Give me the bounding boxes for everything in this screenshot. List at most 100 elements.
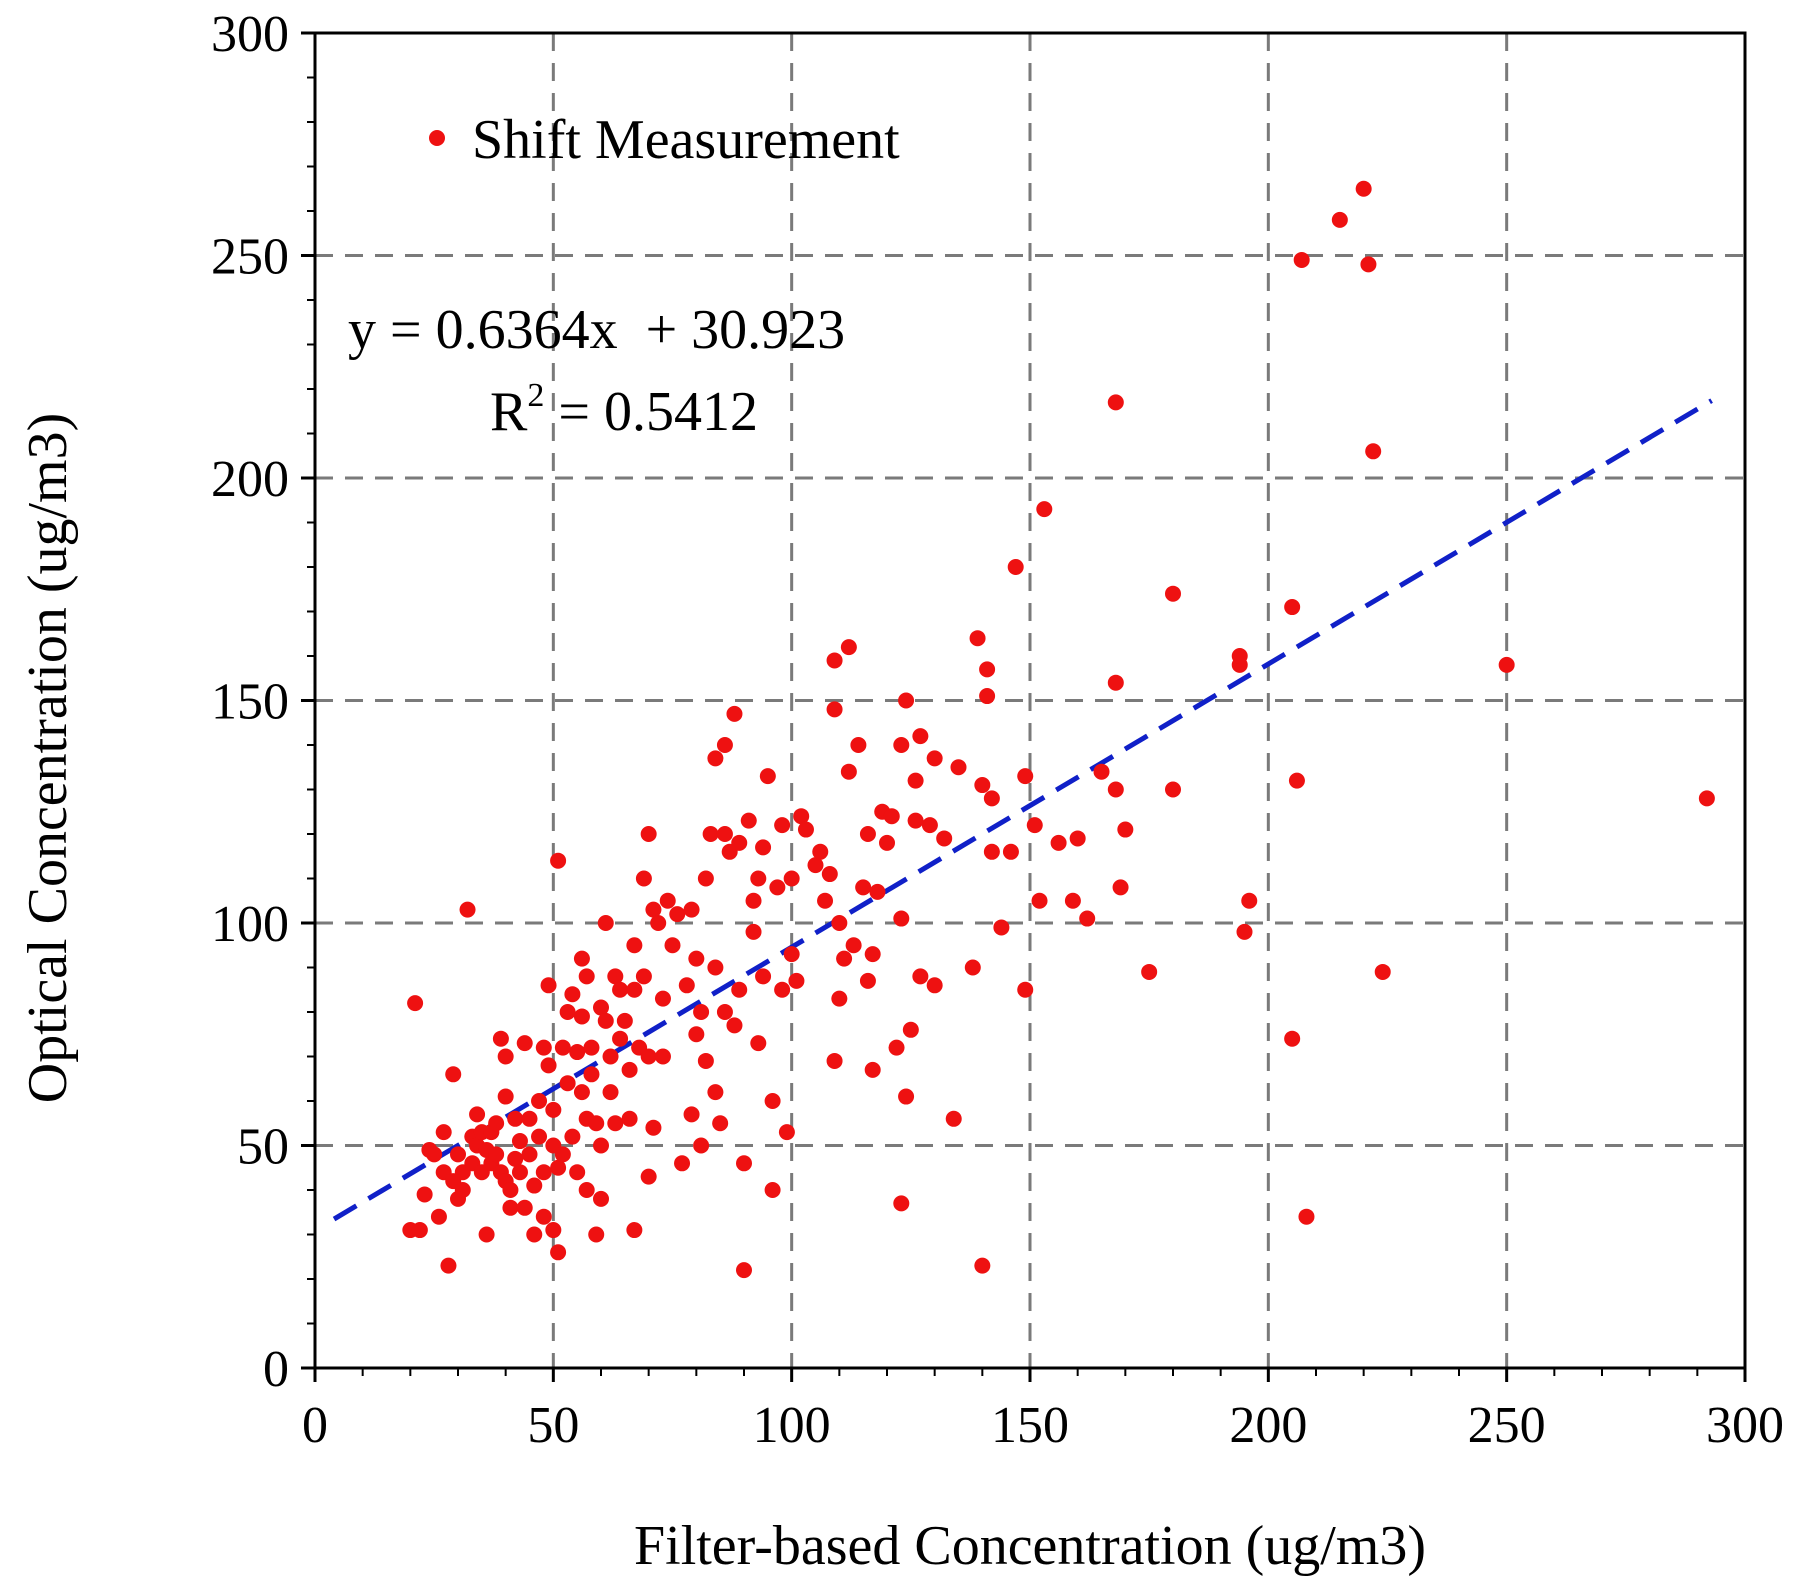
data-point — [855, 879, 872, 896]
data-point — [1231, 648, 1248, 664]
data-point — [1107, 394, 1124, 411]
data-point — [635, 968, 652, 985]
data-point — [416, 1186, 433, 1203]
data-point — [1298, 1208, 1315, 1225]
data-point — [778, 1124, 795, 1141]
data-point — [645, 901, 662, 918]
data-point — [535, 1039, 552, 1056]
data-point — [602, 1084, 619, 1101]
data-point — [936, 830, 953, 847]
data-point — [1093, 763, 1110, 780]
data-point — [974, 1257, 991, 1274]
data-point — [478, 1226, 495, 1243]
data-point — [907, 812, 924, 829]
data-point — [564, 986, 581, 1003]
data-point — [850, 737, 867, 753]
data-point — [1107, 781, 1124, 798]
x-tick-label: 250 — [1468, 1397, 1546, 1454]
axis-ticks — [301, 31, 1747, 1382]
data-point — [926, 750, 943, 767]
data-point — [869, 883, 886, 900]
data-point — [1360, 256, 1377, 273]
data-point — [836, 950, 853, 967]
data-point — [588, 1115, 605, 1132]
r-squared-value: = 0.5412 — [544, 381, 758, 443]
data-point — [1293, 251, 1310, 268]
data-point — [750, 870, 767, 887]
data-point — [511, 1133, 528, 1150]
data-point — [764, 1093, 781, 1109]
y-tick-label: 300 — [211, 6, 289, 63]
legend: Shift Measurement — [429, 109, 900, 171]
data-point — [697, 870, 714, 887]
x-tick-label: 0 — [302, 1397, 328, 1454]
data-point — [459, 901, 476, 918]
data-point — [540, 977, 557, 994]
data-point — [716, 737, 733, 753]
data-point — [950, 759, 967, 776]
data-point — [864, 1061, 881, 1078]
x-tick-label: 150 — [991, 1397, 1069, 1454]
y-tick-label: 0 — [263, 1341, 289, 1398]
data-point — [1288, 772, 1305, 789]
data-point — [1698, 790, 1715, 807]
data-point — [788, 972, 805, 989]
data-point — [912, 728, 929, 745]
data-point — [650, 915, 667, 931]
y-tick-label: 50 — [237, 1119, 289, 1176]
data-point — [450, 1146, 466, 1163]
data-point — [521, 1110, 538, 1127]
data-point — [707, 750, 724, 767]
data-point — [573, 950, 590, 967]
data-point — [736, 1262, 752, 1279]
data-point — [840, 639, 857, 656]
data-point — [1374, 963, 1391, 980]
x-tick-label: 300 — [1706, 1397, 1784, 1454]
data-point — [578, 968, 595, 985]
data-point — [797, 821, 814, 838]
data-point — [1079, 910, 1096, 927]
data-point — [807, 857, 824, 874]
regression-annotation: y = 0.6364x + 30.923 R2 = 0.5412 — [348, 299, 845, 443]
data-point — [597, 915, 614, 931]
data-point — [554, 1039, 571, 1056]
data-point — [540, 1057, 557, 1074]
data-point — [569, 1044, 586, 1061]
data-point — [640, 1048, 657, 1065]
data-point — [1141, 963, 1158, 980]
data-point — [883, 808, 900, 825]
data-point — [435, 1124, 452, 1141]
data-point — [550, 1159, 567, 1176]
data-point — [535, 1164, 552, 1181]
data-point — [607, 968, 624, 985]
y-tick-label: 100 — [211, 896, 289, 953]
data-point — [745, 892, 762, 909]
data-point — [893, 910, 910, 927]
data-point — [664, 937, 681, 954]
legend-label: Shift Measurement — [472, 109, 900, 171]
data-point — [783, 946, 800, 963]
data-point — [612, 1030, 629, 1047]
data-point — [1284, 1030, 1301, 1047]
data-point — [769, 879, 786, 896]
data-point — [774, 981, 791, 998]
data-point — [974, 777, 991, 794]
data-point — [1284, 599, 1301, 616]
data-point — [535, 1208, 552, 1225]
data-point — [621, 1061, 638, 1078]
data-point — [502, 1182, 519, 1198]
data-point — [583, 1039, 600, 1056]
data-point — [588, 1226, 605, 1243]
data-point — [654, 990, 671, 1007]
x-tick-label: 100 — [753, 1397, 831, 1454]
data-point — [683, 1106, 700, 1123]
data-point — [755, 839, 772, 856]
y-tick-label: 250 — [211, 229, 289, 286]
data-point — [964, 959, 981, 976]
data-point — [831, 915, 848, 931]
data-point — [516, 1035, 533, 1052]
data-point — [764, 1182, 781, 1198]
data-point — [702, 826, 719, 842]
